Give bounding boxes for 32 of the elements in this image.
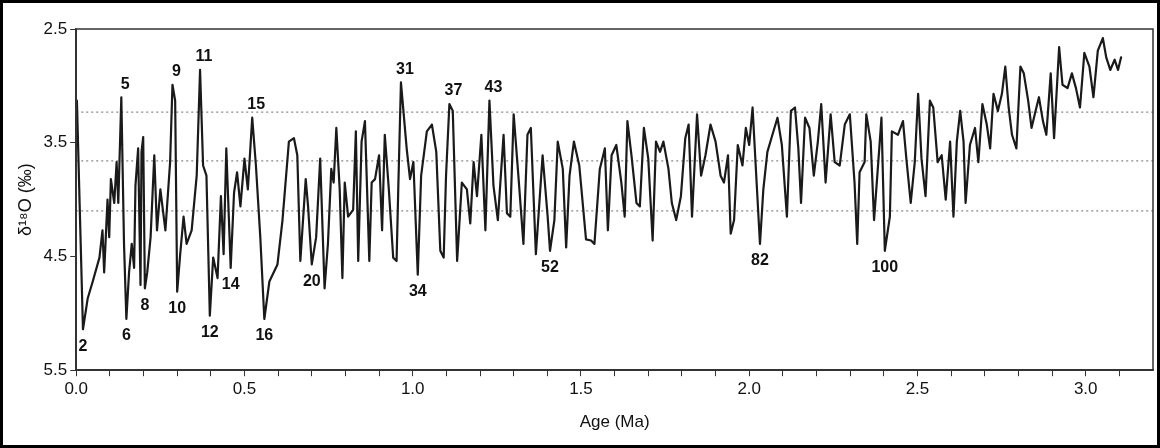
y-tick-label: 4.5 bbox=[43, 246, 68, 266]
x-tick-label: 2.0 bbox=[737, 379, 762, 399]
annotation: 34 bbox=[408, 282, 427, 300]
annotation: 9 bbox=[172, 62, 182, 80]
x-tick-label: 3.0 bbox=[1073, 379, 1098, 399]
annotation: 12 bbox=[200, 323, 219, 341]
x-tick-label: 1.0 bbox=[400, 379, 425, 399]
annotation: 43 bbox=[484, 78, 503, 96]
y-tick-label: 3.5 bbox=[43, 132, 68, 152]
annotation: 100 bbox=[871, 258, 899, 276]
y-tick-label: 2.5 bbox=[43, 18, 68, 38]
annotation: 15 bbox=[247, 95, 266, 113]
annotation: 14 bbox=[221, 275, 240, 293]
annotation: 8 bbox=[140, 295, 150, 313]
annotation: 6 bbox=[121, 326, 131, 344]
annotation: 52 bbox=[541, 258, 560, 276]
x-axis-title: Age (Ma) bbox=[579, 412, 650, 432]
x-tick-label: 1.5 bbox=[569, 379, 593, 399]
annotation: 37 bbox=[444, 81, 463, 99]
annotation: 16 bbox=[255, 326, 274, 344]
annotation: 2 bbox=[78, 336, 88, 354]
annotation: 31 bbox=[396, 59, 414, 77]
annotation: 82 bbox=[751, 251, 769, 269]
x-tick-label: 2.5 bbox=[905, 379, 930, 399]
annotation: 20 bbox=[302, 271, 321, 289]
x-tick-label: 0.0 bbox=[64, 379, 89, 399]
y-tick-label: 5.5 bbox=[43, 359, 68, 379]
annotation: 11 bbox=[195, 47, 213, 65]
annotation: 5 bbox=[120, 74, 130, 92]
x-tick-label: 0.5 bbox=[232, 379, 257, 399]
annotation: 10 bbox=[168, 299, 187, 317]
y-axis-title: δ¹⁸O (‰) bbox=[14, 163, 35, 236]
